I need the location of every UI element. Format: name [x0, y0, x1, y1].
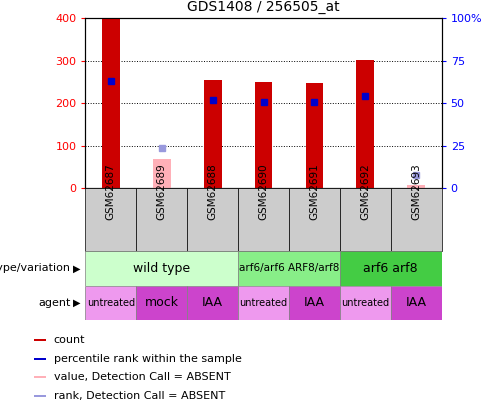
Bar: [102, 18, 120, 188]
Bar: [407, 185, 425, 188]
Bar: [34, 358, 46, 360]
Text: GSM62687: GSM62687: [106, 163, 116, 220]
Bar: [391, 286, 442, 320]
Bar: [136, 286, 187, 320]
Text: ▶: ▶: [73, 298, 81, 308]
Bar: [255, 82, 272, 188]
Text: GSM62689: GSM62689: [157, 163, 167, 220]
Bar: [305, 83, 324, 188]
Text: rank, Detection Call = ABSENT: rank, Detection Call = ABSENT: [54, 391, 225, 401]
Title: GDS1408 / 256505_at: GDS1408 / 256505_at: [187, 0, 340, 15]
Bar: [203, 80, 222, 188]
Text: ▶: ▶: [73, 263, 81, 273]
Bar: [238, 286, 289, 320]
Text: count: count: [54, 335, 85, 345]
Text: GSM62688: GSM62688: [207, 163, 218, 220]
Text: IAA: IAA: [202, 296, 223, 309]
Text: mock: mock: [145, 296, 179, 309]
Bar: [85, 188, 136, 251]
Text: untreated: untreated: [87, 298, 135, 308]
Bar: [289, 286, 340, 320]
Bar: [238, 188, 289, 251]
Text: IAA: IAA: [304, 296, 325, 309]
Bar: [153, 160, 171, 188]
Text: GSM62692: GSM62692: [360, 163, 370, 220]
Text: untreated: untreated: [341, 298, 389, 308]
Text: GSM62691: GSM62691: [309, 163, 320, 220]
Text: wild type: wild type: [133, 262, 190, 275]
Bar: [34, 376, 46, 378]
Text: percentile rank within the sample: percentile rank within the sample: [54, 354, 242, 364]
Bar: [34, 395, 46, 397]
Bar: [356, 60, 374, 188]
Bar: [340, 251, 442, 286]
Bar: [136, 188, 187, 251]
Text: value, Detection Call = ABSENT: value, Detection Call = ABSENT: [54, 372, 230, 382]
Text: IAA: IAA: [406, 296, 427, 309]
Text: arf6/arf6 ARF8/arf8: arf6/arf6 ARF8/arf8: [239, 263, 339, 273]
Bar: [187, 188, 238, 251]
Text: GSM62693: GSM62693: [411, 163, 421, 220]
Bar: [391, 188, 442, 251]
Text: arf6 arf8: arf6 arf8: [364, 262, 418, 275]
Bar: [340, 188, 391, 251]
Bar: [34, 339, 46, 341]
Text: genotype/variation: genotype/variation: [0, 263, 71, 273]
Bar: [85, 286, 136, 320]
Text: untreated: untreated: [240, 298, 287, 308]
Bar: [238, 251, 340, 286]
Bar: [289, 188, 340, 251]
Bar: [85, 251, 238, 286]
Text: GSM62690: GSM62690: [259, 163, 268, 220]
Text: agent: agent: [39, 298, 71, 308]
Bar: [187, 286, 238, 320]
Bar: [340, 286, 391, 320]
